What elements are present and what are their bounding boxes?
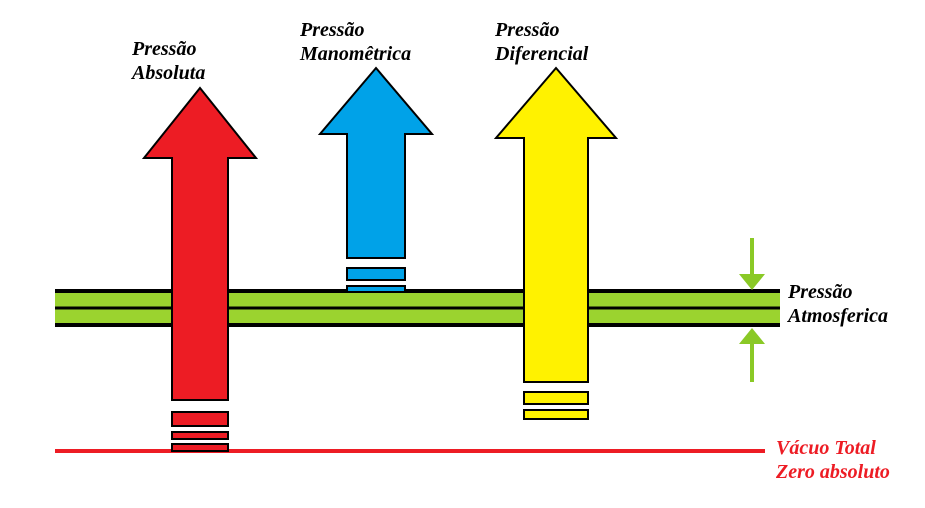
diagram-stage: Pressão Absoluta Pressão Manomêtrica Pre… [0,0,925,508]
label-diferencial-line1: Pressão [495,19,559,41]
label-absoluta: Pressão Absoluta [132,37,205,85]
label-vacuo-line1: Vácuo Total [776,437,876,459]
arrow-manometrica-dash-0 [347,268,405,280]
label-manometrica-line2: Manomêtrica [300,43,411,65]
arrow-diferencial-dash-1 [524,410,588,419]
label-manometrica-line1: Pressão [300,19,364,41]
arrow-diferencial [496,68,616,382]
thin-arrow-top-head [739,274,765,290]
label-atmosferica-line1: Pressão [788,281,852,303]
label-vacuo: Vácuo Total Zero absoluto [776,436,890,484]
label-atmosferica-line2: Atmosferica [788,305,888,327]
arrow-absoluta [144,88,256,400]
arrow-absoluta-dash-0 [172,412,228,426]
label-absoluta-line1: Pressão [132,38,196,60]
arrow-absoluta-dash-2 [172,444,228,451]
label-diferencial: Pressão Diferencial [495,18,588,66]
label-manometrica: Pressão Manomêtrica [300,18,411,66]
label-diferencial-line2: Diferencial [495,43,588,65]
arrow-manometrica-dash-1 [347,286,405,292]
thin-arrow-bottom-head [739,328,765,344]
arrow-diferencial-dash-0 [524,392,588,404]
arrow-absoluta-dash-1 [172,432,228,439]
label-vacuo-line2: Zero absoluto [776,461,890,483]
label-atmosferica: Pressão Atmosferica [788,280,888,328]
arrow-manometrica [320,68,432,258]
label-absoluta-line2: Absoluta [132,62,205,84]
